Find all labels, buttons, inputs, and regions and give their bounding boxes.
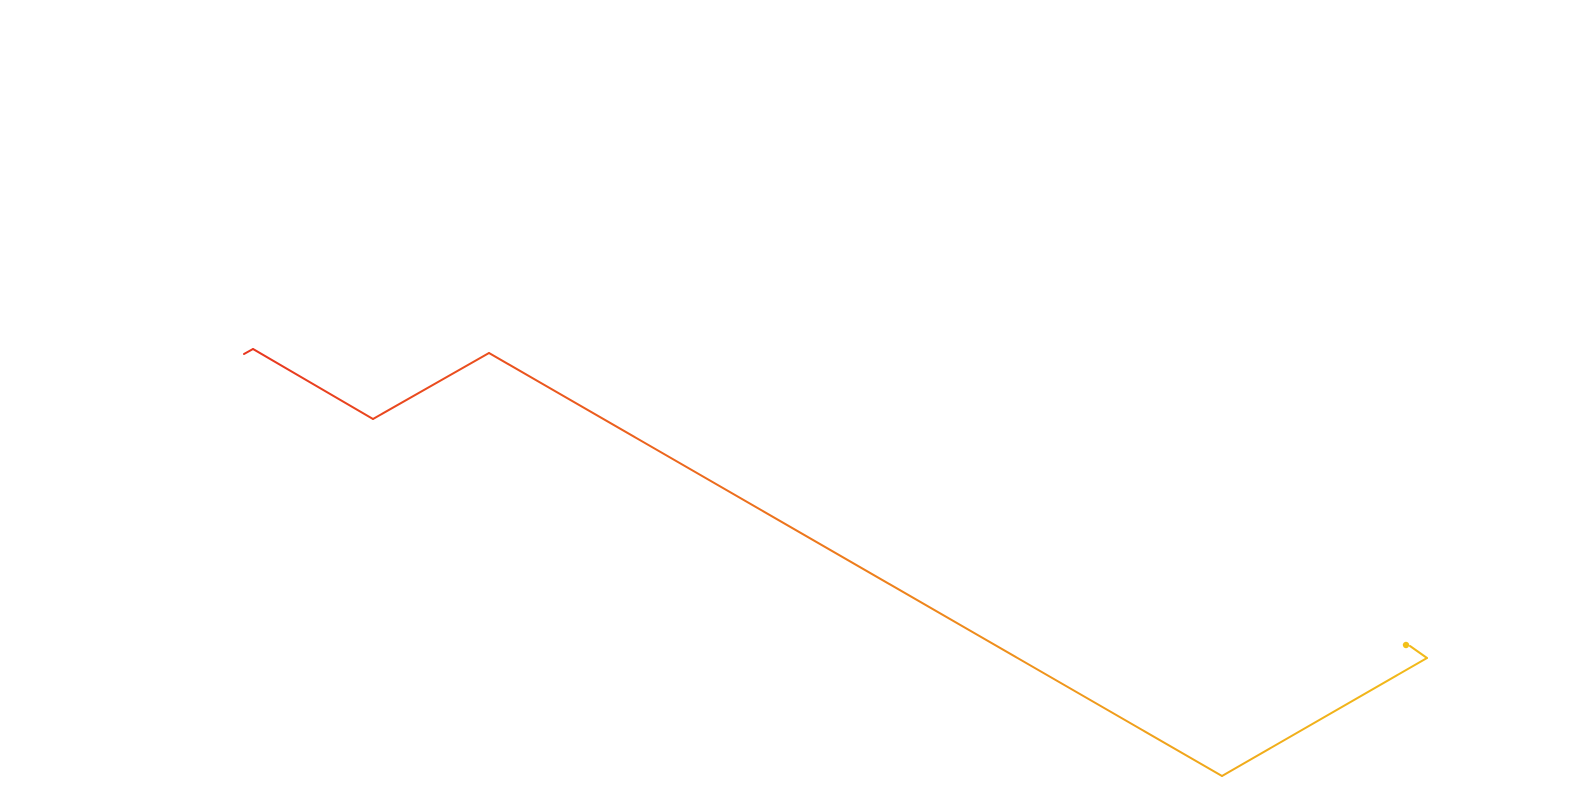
path-segment-2 bbox=[252, 348, 374, 420]
path-segment-1 bbox=[243, 348, 254, 355]
path-end-dot bbox=[1402, 641, 1410, 649]
path-group bbox=[243, 348, 1428, 777]
path-segment-3 bbox=[372, 352, 490, 420]
path-segment-4 bbox=[488, 352, 1223, 777]
path-segment-5 bbox=[1221, 657, 1428, 777]
path-segment-6 bbox=[1409, 645, 1428, 659]
